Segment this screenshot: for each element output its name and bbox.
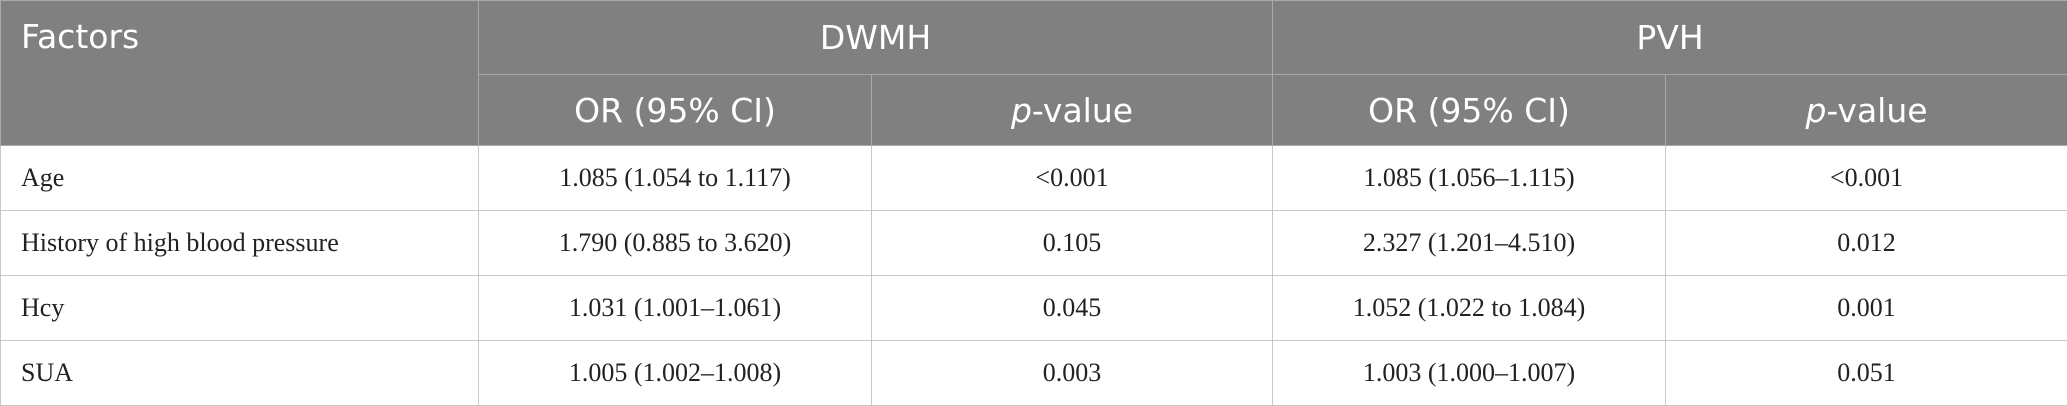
value-cell: 0.045 <box>872 276 1273 341</box>
subheader-cell: OR (95% CI) <box>1273 75 1666 146</box>
factor-cell: Hcy <box>1 276 479 341</box>
value-cell: 0.105 <box>872 211 1273 276</box>
group-header: DWMH <box>479 1 1273 75</box>
value-cell: 1.085 (1.054 to 1.117) <box>479 146 872 211</box>
subheader-text: OR (95% CI) <box>574 91 776 130</box>
factor-cell: SUA <box>1 341 479 406</box>
value-cell: 0.003 <box>872 341 1273 406</box>
value-cell: 1.085 (1.056–1.115) <box>1273 146 1666 211</box>
header-cell: Factors <box>1 1 479 146</box>
value-cell: 1.790 (0.885 to 3.620) <box>479 211 872 276</box>
value-cell: 1.031 (1.001–1.061) <box>479 276 872 341</box>
subheader-text: -value <box>1826 91 1927 130</box>
italic-text: p <box>1805 91 1826 130</box>
group-header: PVH <box>1273 1 2067 75</box>
value-cell: 0.051 <box>1666 341 2067 406</box>
factor-cell: History of high blood pressure <box>1 211 479 276</box>
subheader-cell: p-value <box>872 75 1273 146</box>
subheader-text: -value <box>1032 91 1133 130</box>
value-cell: 0.001 <box>1666 276 2067 341</box>
value-cell: 0.012 <box>1666 211 2067 276</box>
subheader-cell: p-value <box>1666 75 2067 146</box>
subheader-cell: OR (95% CI) <box>479 75 872 146</box>
value-cell: 1.052 (1.022 to 1.084) <box>1273 276 1666 341</box>
factor-cell: Age <box>1 146 479 211</box>
value-cell: <0.001 <box>1666 146 2067 211</box>
value-cell: 1.003 (1.000–1.007) <box>1273 341 1666 406</box>
value-cell: 2.327 (1.201–4.510) <box>1273 211 1666 276</box>
value-cell: <0.001 <box>872 146 1273 211</box>
italic-text: p <box>1011 91 1032 130</box>
value-cell: 1.005 (1.002–1.008) <box>479 341 872 406</box>
subheader-text: OR (95% CI) <box>1368 91 1570 130</box>
